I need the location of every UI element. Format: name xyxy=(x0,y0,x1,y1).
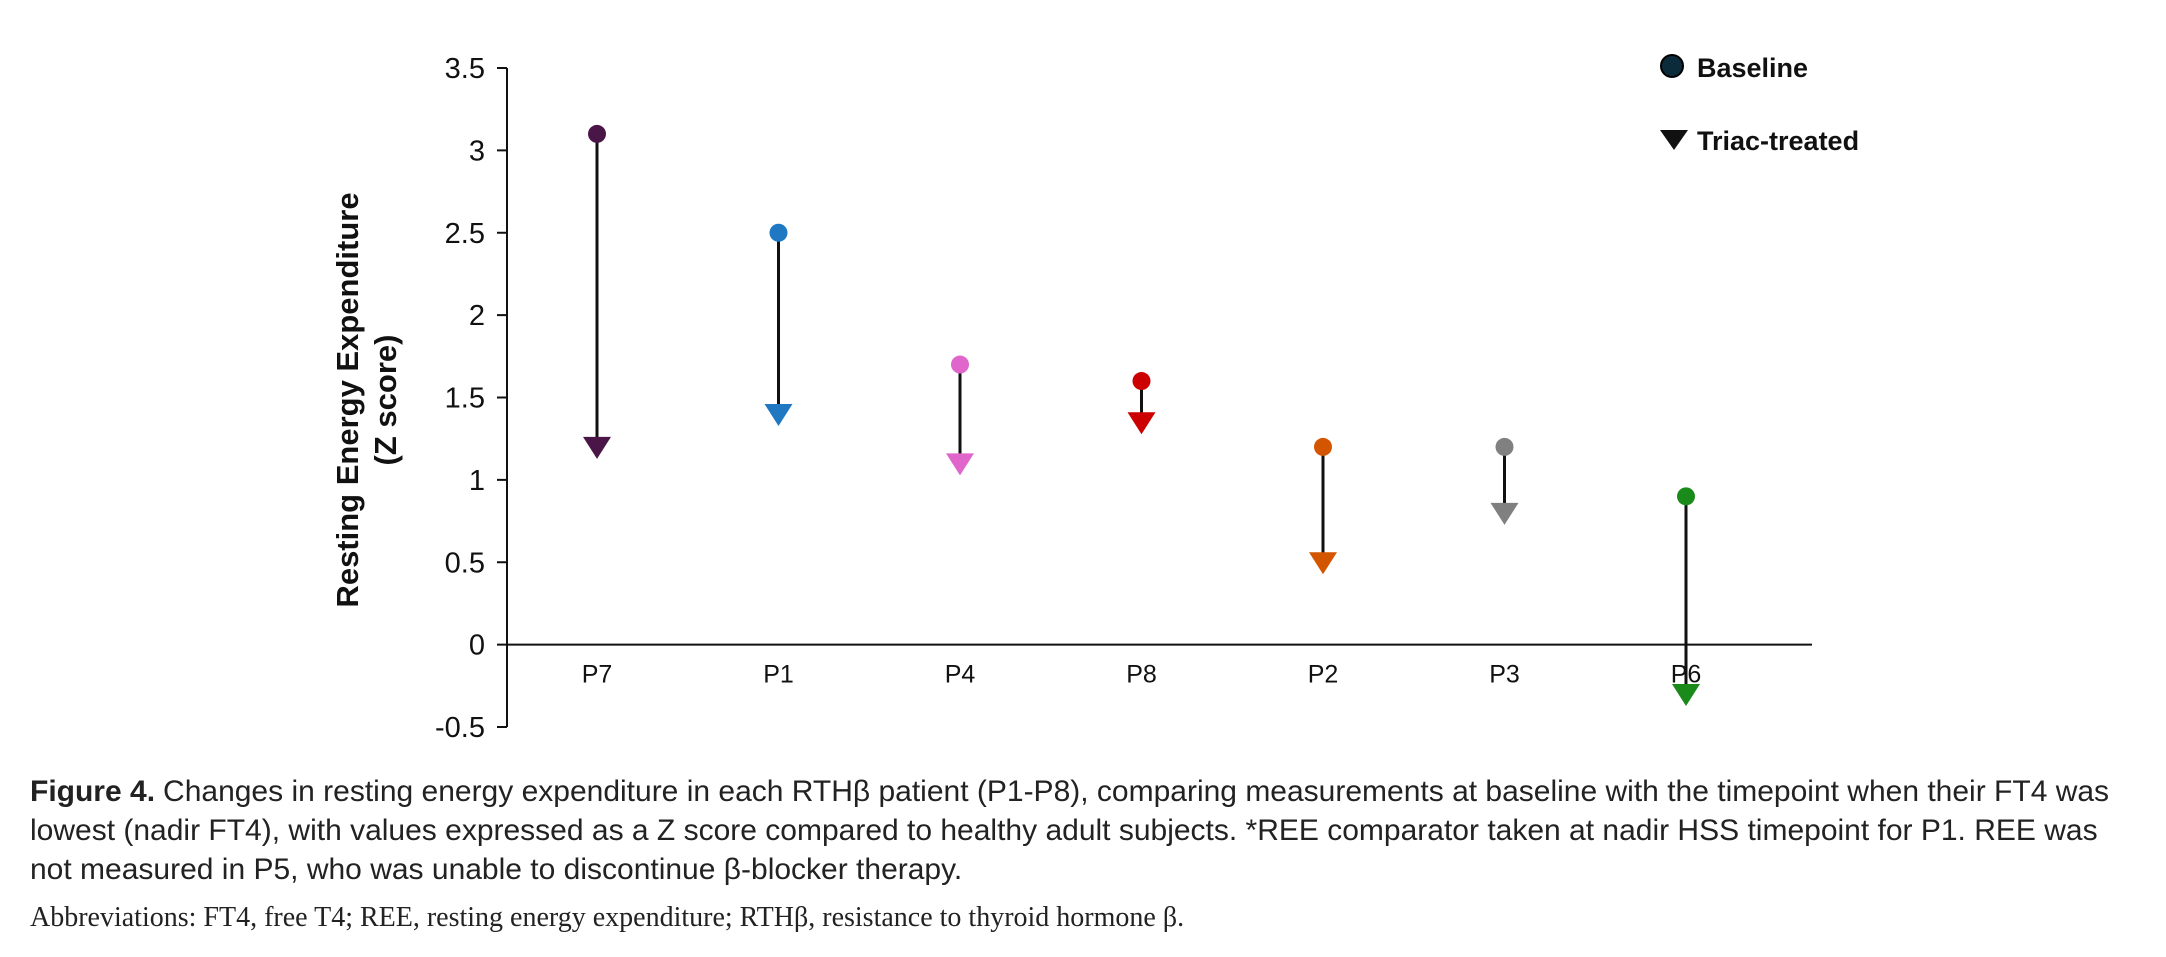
y-tick-label: 2.5 xyxy=(445,218,485,250)
data-marks xyxy=(583,124,1700,707)
baseline-point xyxy=(951,355,969,374)
baseline-point xyxy=(1495,437,1514,456)
caption-text: Changes in resting energy expenditure in… xyxy=(30,775,2110,886)
abbreviations: Abbreviations: FT4, free T4; REE, restin… xyxy=(30,902,1185,933)
y-tick-label: 1 xyxy=(469,465,485,497)
y-tick-label: 3 xyxy=(469,135,485,167)
legend-treated-marker xyxy=(1660,130,1688,150)
baseline-point xyxy=(1314,437,1332,456)
legend-baseline-label: Baseline xyxy=(1697,53,1808,83)
treated-point xyxy=(764,403,793,426)
axes: 3.532.521.510.50-0.5P7 P1 P4 P8 P2 P3 P6 xyxy=(435,53,1812,744)
x-tick-label: P4 xyxy=(945,661,976,689)
baseline-point xyxy=(588,124,606,143)
figure-caption: Figure 4. Changes in resting energy expen… xyxy=(30,772,2140,889)
y-tick-label: 3.5 xyxy=(445,53,485,85)
x-tick-label: P7 xyxy=(582,661,613,689)
x-tick-label: P2 xyxy=(1308,661,1339,689)
treated-point xyxy=(1127,412,1156,435)
legend: Baseline Triac-treated xyxy=(1660,53,1859,156)
treated-point xyxy=(1309,552,1337,575)
baseline-point xyxy=(1132,372,1151,391)
baseline-point xyxy=(769,223,788,242)
treated-point xyxy=(946,453,974,476)
x-tick-label: P8 xyxy=(1126,661,1157,689)
x-tick-label: P3 xyxy=(1489,661,1520,689)
y-tick-label: 0.5 xyxy=(445,547,485,579)
legend-baseline-marker xyxy=(1660,54,1684,78)
y-tick-label: 2 xyxy=(469,300,485,332)
legend-treated-label: Triac-treated xyxy=(1697,126,1859,156)
treated-point xyxy=(1672,684,1700,707)
figure-label: Figure 4. xyxy=(30,775,156,808)
y-tick-label: 0 xyxy=(469,630,485,662)
y-tick-label: 1.5 xyxy=(445,383,485,415)
y-axis-label-line2: (Z score) xyxy=(368,335,403,466)
y-tick-label: -0.5 xyxy=(435,712,485,744)
x-tick-label: P1 xyxy=(763,661,794,689)
treated-point xyxy=(1490,502,1519,525)
y-axis-label-line1: Resting Energy Expenditure xyxy=(330,192,365,607)
treated-point xyxy=(583,436,611,459)
chart: 3.532.521.510.50-0.5P7 P1 P4 P8 P2 P3 P6 Basel… xyxy=(330,53,1859,744)
baseline-point xyxy=(1677,487,1695,506)
